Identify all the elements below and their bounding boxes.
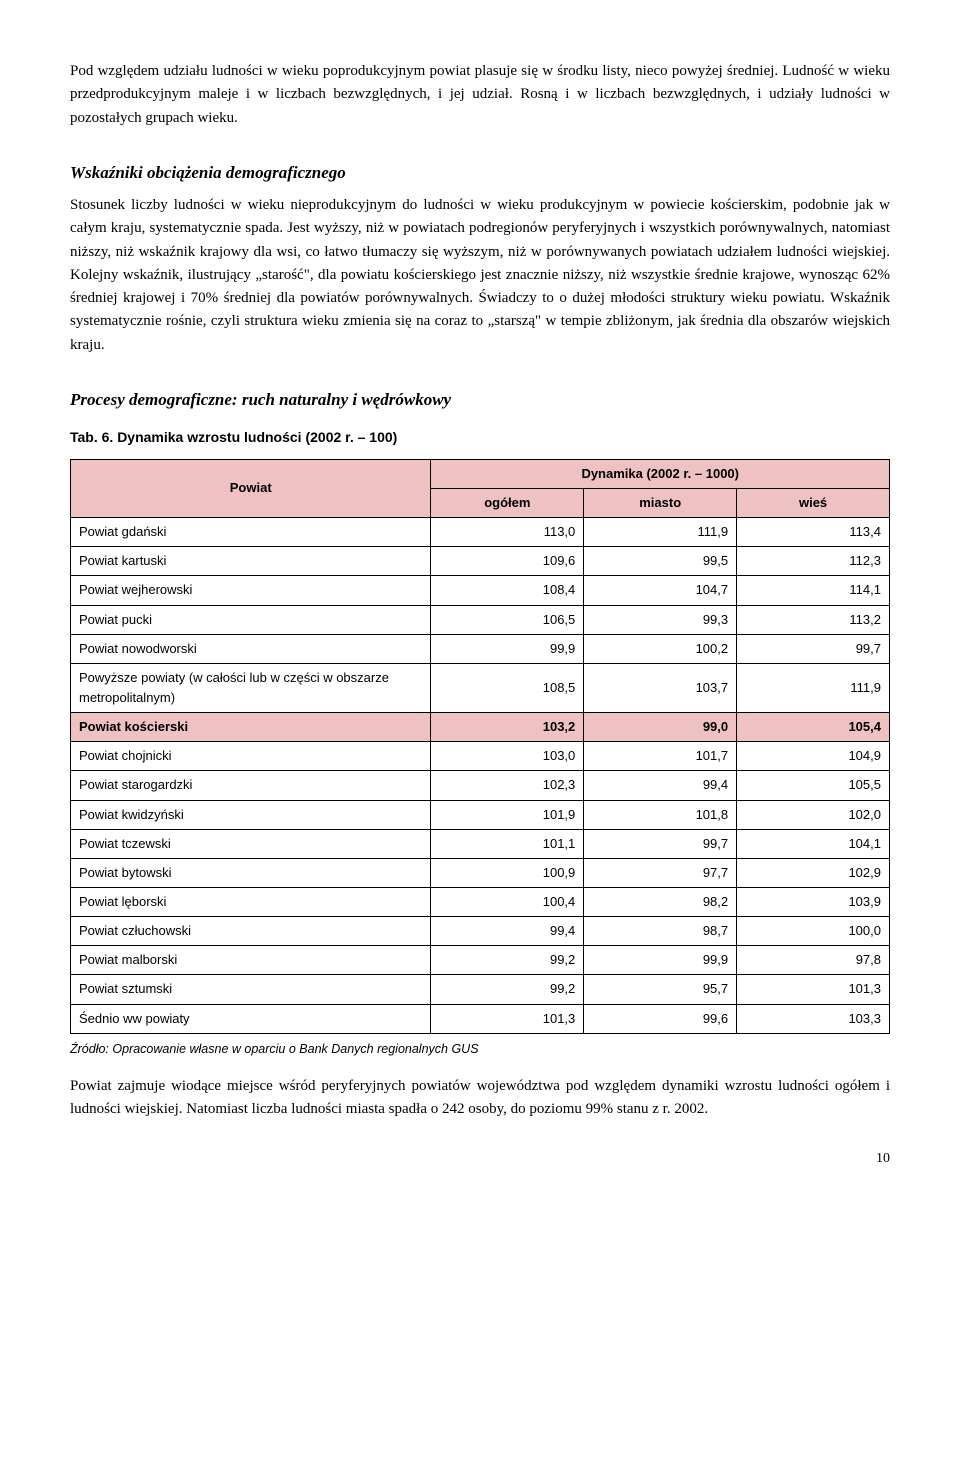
cell-mi: 111,9 <box>584 518 737 547</box>
cell-mi: 103,7 <box>584 663 737 712</box>
cell-mi: 99,7 <box>584 829 737 858</box>
row-label: Powiat wejherowski <box>71 576 431 605</box>
cell-og: 100,4 <box>431 887 584 916</box>
row-label: Powiat starogardzki <box>71 771 431 800</box>
table-dynamika: Powiat Dynamika (2002 r. – 1000) ogółem … <box>70 459 890 1034</box>
cell-mi: 97,7 <box>584 858 737 887</box>
table-row: Powiat bytowski100,997,7102,9 <box>71 858 890 887</box>
table-row: Powiat malborski99,299,997,8 <box>71 946 890 975</box>
cell-wi: 112,3 <box>737 547 890 576</box>
cell-og: 103,0 <box>431 742 584 771</box>
cell-wi: 111,9 <box>737 663 890 712</box>
cell-mi: 99,5 <box>584 547 737 576</box>
cell-og: 103,2 <box>431 713 584 742</box>
cell-wi: 103,9 <box>737 887 890 916</box>
cell-wi: 97,8 <box>737 946 890 975</box>
cell-wi: 105,5 <box>737 771 890 800</box>
cell-wi: 103,3 <box>737 1004 890 1033</box>
col-wies: wieś <box>737 489 890 518</box>
cell-og: 99,2 <box>431 975 584 1004</box>
paragraph-1: Pod względem udziału ludności w wieku po… <box>70 60 890 130</box>
cell-mi: 100,2 <box>584 634 737 663</box>
table-row: Powiat kartuski109,699,5112,3 <box>71 547 890 576</box>
paragraph-2: Stosunek liczby ludności w wieku nieprod… <box>70 194 890 357</box>
cell-og: 109,6 <box>431 547 584 576</box>
cell-wi: 101,3 <box>737 975 890 1004</box>
cell-mi: 98,7 <box>584 917 737 946</box>
table-row: Śednio ww powiaty101,399,6103,3 <box>71 1004 890 1033</box>
cell-wi: 99,7 <box>737 634 890 663</box>
row-label: Powiat kartuski <box>71 547 431 576</box>
cell-mi: 101,7 <box>584 742 737 771</box>
row-label: Powiat gdański <box>71 518 431 547</box>
row-label: Powiat człuchowski <box>71 917 431 946</box>
col-dynamika: Dynamika (2002 r. – 1000) <box>431 459 890 488</box>
table-row: Powiat tczewski101,199,7104,1 <box>71 829 890 858</box>
cell-og: 101,1 <box>431 829 584 858</box>
row-label: Powiat malborski <box>71 946 431 975</box>
cell-mi: 95,7 <box>584 975 737 1004</box>
page-number: 10 <box>70 1148 890 1170</box>
row-label: Powyższe powiaty (w całości lub w części… <box>71 663 431 712</box>
row-label: Powiat bytowski <box>71 858 431 887</box>
cell-mi: 99,3 <box>584 605 737 634</box>
cell-mi: 104,7 <box>584 576 737 605</box>
col-powiat: Powiat <box>71 459 431 517</box>
cell-mi: 99,9 <box>584 946 737 975</box>
cell-wi: 102,0 <box>737 800 890 829</box>
paragraph-3: Powiat zajmuje wiodące miejsce wśród per… <box>70 1075 890 1122</box>
table-row: Powiat sztumski99,295,7101,3 <box>71 975 890 1004</box>
cell-wi: 100,0 <box>737 917 890 946</box>
cell-wi: 114,1 <box>737 576 890 605</box>
col-ogolem: ogółem <box>431 489 584 518</box>
cell-mi: 99,4 <box>584 771 737 800</box>
cell-mi: 98,2 <box>584 887 737 916</box>
row-label: Powiat nowodworski <box>71 634 431 663</box>
table-row: Powiat nowodworski99,9100,299,7 <box>71 634 890 663</box>
cell-wi: 104,1 <box>737 829 890 858</box>
row-label: Powiat pucki <box>71 605 431 634</box>
cell-og: 100,9 <box>431 858 584 887</box>
table-row: Powiat gdański113,0111,9113,4 <box>71 518 890 547</box>
cell-wi: 102,9 <box>737 858 890 887</box>
cell-og: 99,2 <box>431 946 584 975</box>
table-row: Powiat kościerski103,299,0105,4 <box>71 713 890 742</box>
row-label: Powiat kwidzyński <box>71 800 431 829</box>
cell-wi: 113,2 <box>737 605 890 634</box>
table-source: Źródło: Opracowanie własne w oparciu o B… <box>70 1040 890 1059</box>
heading-wskazniki: Wskaźniki obciążenia demograficznego <box>70 160 890 186</box>
table-row: Powiat lęborski100,498,2103,9 <box>71 887 890 916</box>
row-label: Śednio ww powiaty <box>71 1004 431 1033</box>
cell-wi: 105,4 <box>737 713 890 742</box>
table-row: Powiat człuchowski99,498,7100,0 <box>71 917 890 946</box>
cell-og: 106,5 <box>431 605 584 634</box>
cell-og: 108,4 <box>431 576 584 605</box>
cell-mi: 99,6 <box>584 1004 737 1033</box>
table-row: Powiat starogardzki102,399,4105,5 <box>71 771 890 800</box>
cell-og: 102,3 <box>431 771 584 800</box>
row-label: Powiat sztumski <box>71 975 431 1004</box>
cell-og: 113,0 <box>431 518 584 547</box>
cell-og: 101,9 <box>431 800 584 829</box>
col-miasto: miasto <box>584 489 737 518</box>
table-row: Powiat kwidzyński101,9101,8102,0 <box>71 800 890 829</box>
row-label: Powiat chojnicki <box>71 742 431 771</box>
cell-mi: 99,0 <box>584 713 737 742</box>
cell-og: 99,9 <box>431 634 584 663</box>
table-row: Powiat pucki106,599,3113,2 <box>71 605 890 634</box>
cell-og: 108,5 <box>431 663 584 712</box>
row-label: Powiat tczewski <box>71 829 431 858</box>
table-caption: Tab. 6. Dynamika wzrostu ludności (2002 … <box>70 427 890 449</box>
cell-og: 99,4 <box>431 917 584 946</box>
table-row: Powiat chojnicki103,0101,7104,9 <box>71 742 890 771</box>
cell-wi: 113,4 <box>737 518 890 547</box>
cell-mi: 101,8 <box>584 800 737 829</box>
row-label: Powiat lęborski <box>71 887 431 916</box>
cell-wi: 104,9 <box>737 742 890 771</box>
cell-og: 101,3 <box>431 1004 584 1033</box>
heading-procesy: Procesy demograficzne: ruch naturalny i … <box>70 387 890 413</box>
row-label: Powiat kościerski <box>71 713 431 742</box>
table-row: Powyższe powiaty (w całości lub w części… <box>71 663 890 712</box>
table-row: Powiat wejherowski108,4104,7114,1 <box>71 576 890 605</box>
